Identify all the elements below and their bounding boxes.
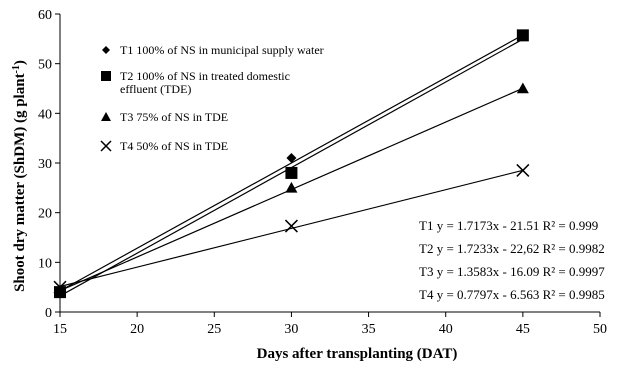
y-axis-title: Shoot dry matter (ShDM) (g plant-1) [11,60,29,292]
x-tick-label: 40 [439,322,453,337]
x-tick-label: 45 [516,322,530,337]
y-tick-label: 50 [38,58,52,73]
markers [53,29,530,299]
legend-label: T1 100% of NS in municipal supply water [120,43,324,57]
x-marker [53,280,67,294]
trendline-equation: T3 y = 1.3583x - 16.09 R² = 0.9997 [419,264,605,279]
x-tick-label: 50 [593,322,607,337]
y-axis-title-sup: -1 [11,65,22,73]
x-axis-title: Days after transplanting (DAT) [257,346,458,362]
y-axis-title-main: Shoot dry matter (ShDM) (g plant [12,73,28,291]
y-tick-label: 20 [38,207,52,222]
x-tick-label: 35 [362,322,376,337]
triangle-marker [285,181,298,193]
square-marker [516,29,529,42]
triangle-marker [54,285,66,296]
x-marker-stroke [284,219,298,233]
square-marker [101,71,111,81]
y-ticks: 0 10 20 30 40 50 60 [38,8,60,321]
y-axis-title-suffix: ) [12,60,28,65]
trendline-equation: T1 y = 1.7173x - 21.51 R² = 0.999 [419,218,598,233]
y-tick-label: 10 [38,256,52,271]
legend: T1 100% of NS in municipal supply water T… [100,43,324,153]
y-tick-label: 30 [38,157,52,172]
equations: T1 y = 1.7173x - 21.51 R² = 0.999 T2 y = … [419,218,605,302]
x-marker [100,140,112,152]
x-tick-label: 15 [53,322,67,337]
x-tick-label: 20 [130,322,144,337]
diamond-marker [286,153,297,164]
x-marker [516,163,530,177]
x-marker [284,219,298,233]
triangle-marker [516,82,529,94]
x-marker-stroke [100,140,112,152]
legend-label-line: effluent (TDE) [120,82,191,96]
y-tick-label: 0 [45,306,52,321]
axes: 15 20 25 30 35 40 45 50 0 10 20 30 40 50 60 [38,8,607,337]
y-tick-label: 40 [38,107,52,122]
legend-label-line: T2 100% of NS in treated domestic [120,69,290,83]
x-tick-label: 25 [207,322,221,337]
diamond-marker [102,46,110,54]
legend-label: T3 75% of NS in TDE [120,110,228,124]
x-ticks: 15 20 25 30 35 40 45 50 [53,312,607,337]
x-marker-stroke [516,163,530,177]
x-tick-label: 30 [284,322,298,337]
triangle-marker [101,112,111,121]
trendline-equation: T4 y = 0.7797x - 6.563 R² = 0.9985 [419,287,605,302]
x-marker-stroke [53,280,67,294]
trendline [59,169,524,288]
legend-label: T4 50% of NS in TDE [120,139,228,153]
trendline-equation: T2 y = 1.7233x - 22,62 R² = 0.9982 [419,241,605,256]
square-marker [285,166,298,179]
y-tick-label: 60 [38,8,52,23]
